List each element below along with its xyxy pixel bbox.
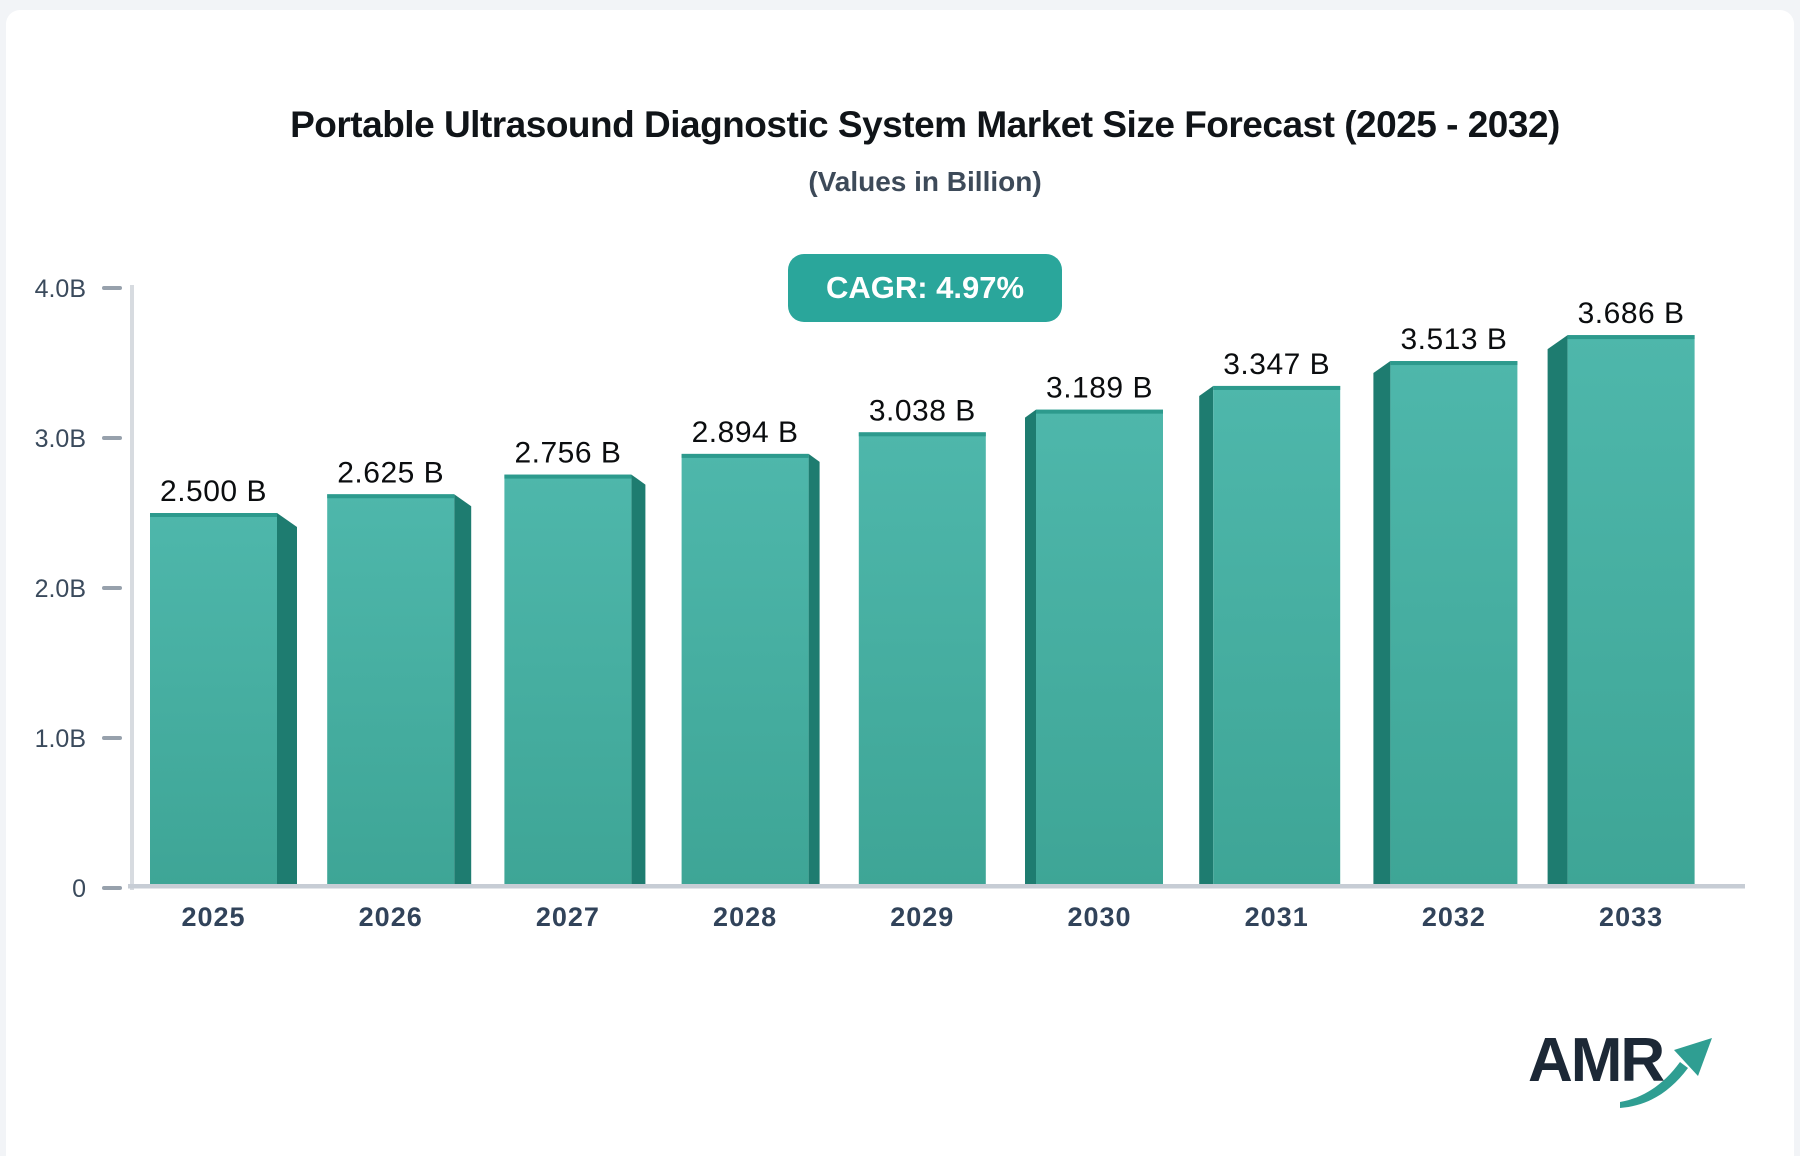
growth-arrow-icon	[1620, 1038, 1712, 1108]
bar-value-label-2030: 3.189 B	[1046, 372, 1153, 405]
bar-side-2033	[1547, 335, 1568, 889]
y-tick-dash	[102, 736, 122, 740]
bar-top-edge-2027	[504, 474, 632, 479]
bar-top-edge-2032	[1390, 361, 1518, 366]
bar-side-2027	[631, 474, 646, 888]
chart-title: Portable Ultrasound Diagnostic System Ma…	[290, 104, 1560, 145]
bar-value-label-2031: 3.347 B	[1223, 348, 1330, 381]
bar-top-edge-2030	[1036, 409, 1163, 414]
bar-value-label-2025: 2.500 B	[160, 475, 267, 508]
x-axis-label-2032: 2032	[1422, 902, 1486, 932]
x-axis-label-2025: 2025	[181, 902, 245, 932]
y-tick-dash	[102, 886, 122, 890]
x-axis-label-2033: 2033	[1599, 902, 1663, 932]
y-tick-dash	[102, 586, 122, 590]
x-axis-line	[128, 884, 1745, 889]
bar-top-edge-2033	[1567, 335, 1695, 340]
bar-value-label-2032: 3.513 B	[1400, 323, 1507, 356]
amr-logo-text: AMR	[1528, 1026, 1665, 1095]
bar-top-edge-2031	[1213, 385, 1341, 390]
bar-top-edge-2026	[327, 494, 455, 499]
bar-side-2025	[277, 513, 297, 888]
amr-logo: AMR	[1528, 1022, 1748, 1132]
x-axis-label-2028: 2028	[713, 902, 777, 932]
bar-2031	[1213, 385, 1341, 888]
y-tick-dash	[102, 286, 122, 290]
y-tick-label: 1.0B	[35, 725, 86, 753]
bar-2026	[327, 494, 455, 888]
x-axis-label-2027: 2027	[536, 902, 600, 932]
y-axis-line	[130, 285, 134, 890]
bar-top-edge-2029	[858, 432, 986, 437]
bar-top-edge-2025	[150, 513, 277, 517]
x-axis-label-2031: 2031	[1245, 902, 1309, 932]
bar-2030	[1036, 409, 1163, 888]
x-axis-label-2030: 2030	[1067, 902, 1131, 932]
cagr-badge: CAGR: 4.97%	[787, 254, 1063, 322]
y-tick-label: 0	[72, 875, 86, 903]
bar-value-label-2026: 2.625 B	[337, 456, 444, 489]
bar-value-label-2028: 2.894 B	[692, 416, 799, 449]
bar-2029	[858, 432, 986, 888]
x-axis-label-2026: 2026	[359, 902, 423, 932]
bar-2027	[504, 474, 632, 888]
bar-top-edge-2028	[681, 453, 809, 458]
bar-side-2028	[808, 453, 820, 888]
bar-value-label-2033: 3.686 B	[1578, 297, 1685, 330]
y-tick-label: 3.0B	[35, 425, 86, 453]
bar-2025	[150, 513, 277, 888]
y-tick-dash	[102, 436, 122, 440]
y-tick-label: 2.0B	[35, 575, 86, 603]
bar-2032	[1390, 361, 1518, 888]
bar-side-2031	[1199, 385, 1214, 888]
x-axis-label-2029: 2029	[890, 902, 954, 932]
bar-value-label-2029: 3.038 B	[869, 394, 976, 427]
y-tick-label: 4.0B	[35, 275, 86, 303]
bar-2033	[1567, 335, 1695, 889]
bar-side-2026	[454, 494, 472, 888]
chart-subtitle: (Values in Billion)	[808, 166, 1042, 197]
bar-2028	[681, 453, 809, 888]
bar-side-2030	[1025, 409, 1036, 888]
bar-side-2032	[1373, 361, 1391, 888]
bar-value-label-2027: 2.756 B	[514, 437, 621, 470]
